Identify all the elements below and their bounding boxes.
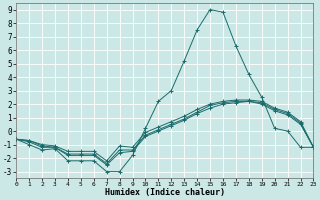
X-axis label: Humidex (Indice chaleur): Humidex (Indice chaleur) [105, 188, 225, 197]
